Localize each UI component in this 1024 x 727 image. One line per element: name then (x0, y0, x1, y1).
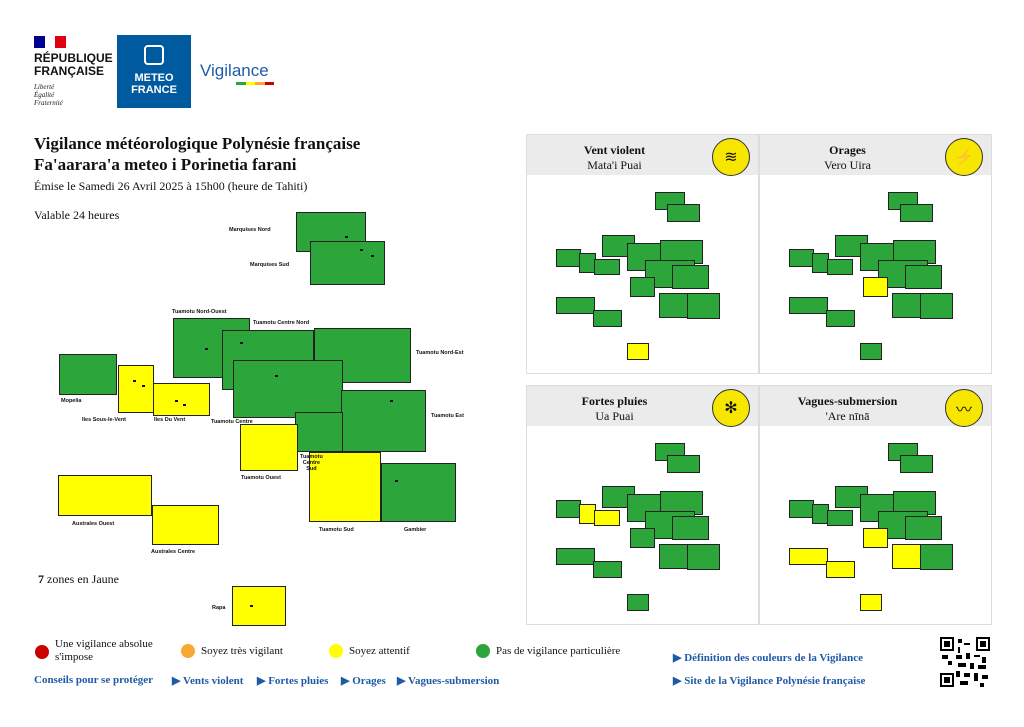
island-mark (390, 400, 393, 402)
french-flag-icon (34, 36, 67, 48)
link-vagues-submersion[interactable]: ▶ Vagues-submersion (397, 675, 500, 687)
island-mark (240, 342, 243, 344)
zone-gambier[interactable] (381, 463, 456, 522)
yellow-zone-count: 7 zones en Jaune (38, 572, 119, 586)
island-mark (360, 249, 363, 251)
legend-red-label: Une vigilance absolue s'impose (55, 638, 153, 663)
legend-orange-dot (181, 644, 195, 658)
link-site-vigilance[interactable]: ▶ Site de la Vigilance Polynésie françai… (673, 675, 866, 687)
legend-red-dot (35, 645, 49, 659)
zone-australes-ouest[interactable] (58, 475, 152, 516)
republique-francaise-logo: RÉPUBLIQUE FRANÇAISE (34, 51, 113, 78)
zone-marquises-sud[interactable] (310, 241, 385, 285)
qr-code-icon[interactable] (940, 637, 990, 687)
link-vents-violent[interactable]: ▶ Vents violent (172, 675, 244, 687)
island-mark (142, 385, 145, 387)
page-title: Vigilance météorologique Polynésie franç… (34, 134, 361, 174)
vigilance-logo: Vigilance (200, 61, 269, 80)
label-rapa: Rapa (212, 605, 226, 611)
label-tuamotu-nord-est: Tuamotu Nord-Est (416, 350, 464, 356)
label-tuamotu-centre-nord: Tuamotu Centre Nord (253, 320, 310, 326)
label-marquises-sud: Marquises Sud (250, 262, 290, 268)
label-tuamotu-ouest: Tuamotu Ouest (241, 475, 281, 481)
island-mark (275, 375, 278, 377)
republique-motto: Liberté Égalité Fraternité (34, 83, 63, 107)
label-iles-du-vent: Iles Du Vent (154, 417, 186, 423)
island-mark (183, 404, 186, 406)
wind-icon: ≋ (712, 138, 750, 176)
panel-vagues-submersion[interactable]: Vagues-submersion 'Are nīnā 〰 (759, 385, 992, 625)
link-orages[interactable]: ▶ Orages (341, 675, 386, 687)
zone-tuamotu-est[interactable] (341, 390, 426, 452)
label-australes-ouest: Australes Ouest (72, 521, 115, 527)
legend-yellow-label: Soyez attentif (349, 645, 410, 657)
island-mark (250, 605, 253, 607)
legend-orange-label: Soyez très vigilant (201, 645, 283, 657)
label-marquises-nord: Marquises Nord (229, 227, 271, 233)
label-tuamotu-centre: Tuamotu Centre (211, 419, 253, 425)
meteo-france-logo: METEO FRANCE (117, 35, 191, 108)
zone-australes-centre[interactable] (152, 505, 219, 545)
label-tuamotu-est: Tuamotu Est (431, 413, 464, 419)
zone-mopelia[interactable] (59, 354, 117, 395)
link-definition-couleurs[interactable]: ▶ Définition des couleurs de la Vigilanc… (673, 652, 863, 664)
label-tuamotu-nord-ouest: Tuamotu Nord-Ouest (172, 309, 227, 315)
island-mark (205, 348, 208, 350)
lightning-icon: ⚡ (945, 138, 983, 176)
panel-fortes-pluies[interactable]: Fortes pluies Ua Puai ✻ (526, 385, 759, 625)
wave-icon: 〰 (945, 389, 983, 427)
label-australes-centre: Australes Centre (151, 549, 196, 555)
island-mark (371, 255, 374, 257)
zone-tuamotu-sud[interactable] (309, 452, 381, 522)
zone-tuamotu-ouest[interactable] (240, 424, 298, 471)
zone-tuamotu-centre[interactable] (233, 360, 343, 418)
label-gambier: Gambier (404, 527, 427, 533)
island-mark (395, 480, 398, 482)
issued-date: Émise le Samedi 26 Avril 2025 à 15h00 (h… (34, 179, 308, 193)
meteo-france-mark-icon (144, 45, 164, 65)
island-mark (345, 236, 348, 238)
legend-yellow-dot (329, 644, 343, 658)
label-iles-sous-le-vent: Iles Sous-le-Vent (82, 417, 127, 423)
link-fortes-pluies[interactable]: ▶ Fortes pluies (257, 675, 329, 687)
legend-green-label: Pas de vigilance particulière (496, 645, 621, 657)
island-mark (133, 380, 136, 382)
island-mark (175, 400, 178, 402)
label-mopelia: Mopelia (61, 398, 82, 404)
link-conseils[interactable]: Conseils pour se protéger (34, 674, 154, 686)
vigilance-color-bar (236, 82, 274, 85)
zone-iles-du-vent[interactable] (153, 383, 210, 416)
legend-green-dot (476, 644, 490, 658)
zone-iles-sous-le-vent[interactable] (118, 365, 154, 413)
zone-tuamotu-centre-sud[interactable] (295, 412, 343, 452)
rain-icon: ✻ (712, 389, 750, 427)
zone-rapa[interactable] (232, 586, 286, 626)
label-tuamotu-sud: Tuamotu Sud (319, 527, 354, 533)
panel-orages[interactable]: Orages Vero Uira ⚡ (759, 134, 992, 374)
label-tuamotu-centre-sud: Tuamotu Centre Sud (300, 454, 323, 472)
validity: Valable 24 heures (34, 208, 120, 222)
panel-vent-violent[interactable]: Vent violent Mata'i Puai ≋ (526, 134, 759, 374)
